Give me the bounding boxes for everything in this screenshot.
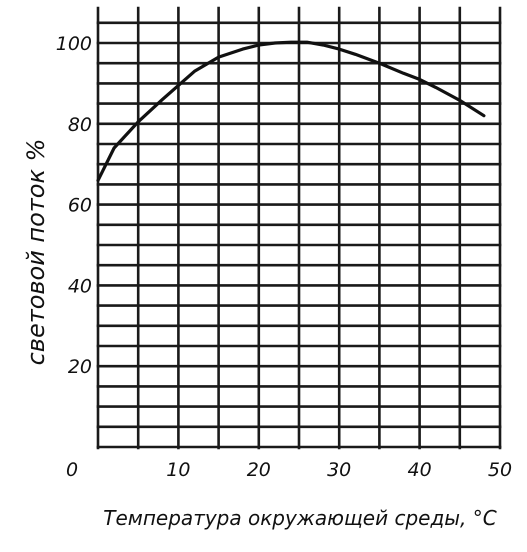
- x-tick-labels: 0 10 20 30 40 50: [66, 459, 512, 481]
- chart-grid: [96, 6, 502, 450]
- x-axis-label: Температура окружающей среды, °C: [103, 506, 497, 530]
- x-tick-label: 40: [408, 459, 432, 481]
- y-tick-label: 40: [68, 275, 92, 297]
- y-tick-label: 100: [56, 33, 92, 55]
- y-tick-label: 20: [68, 356, 92, 378]
- x-tick-label: 30: [327, 459, 351, 481]
- y-tick-label: 80: [68, 114, 92, 136]
- y-tick-labels: 20 40 60 80 100: [56, 33, 92, 378]
- x-tick-label: 50: [488, 459, 512, 481]
- series-line: [96, 40, 486, 182]
- y-axis-label: световой поток %: [22, 139, 50, 366]
- y-tick-label: 60: [68, 195, 92, 217]
- x-tick-label: 10: [166, 459, 190, 481]
- x-tick-label: 0: [66, 459, 78, 481]
- x-tick-label: 20: [247, 459, 271, 481]
